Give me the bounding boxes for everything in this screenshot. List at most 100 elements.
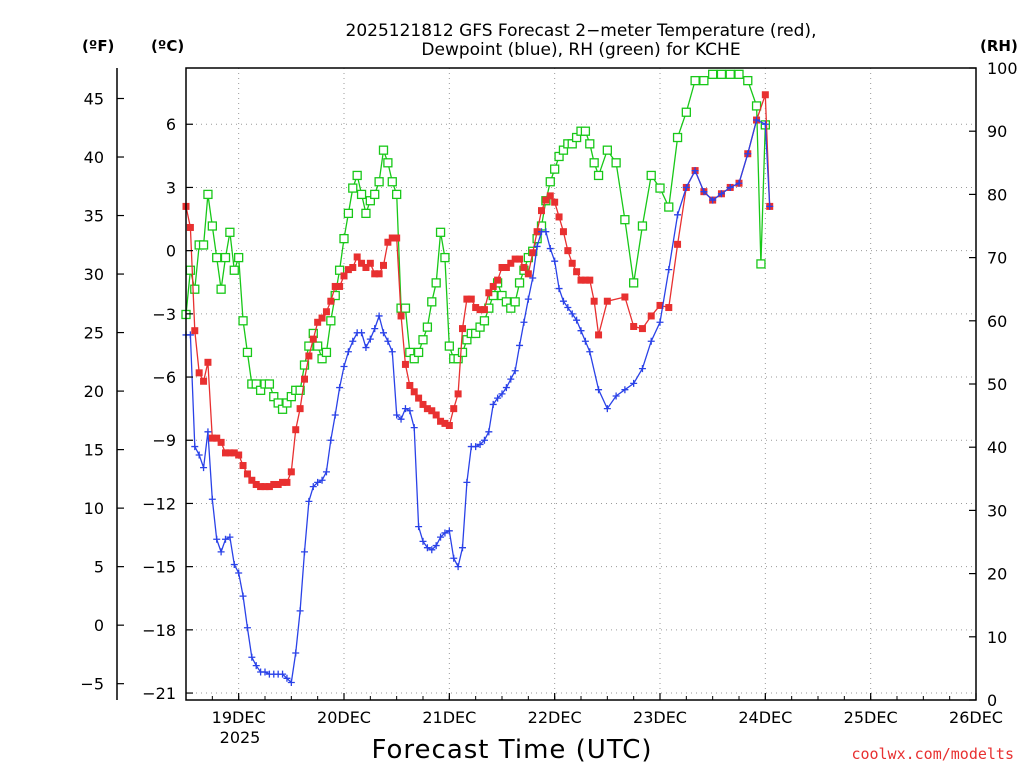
temperature-point [454,390,462,398]
temperature-point [761,91,769,99]
dewpoint-point [375,312,383,320]
relative-humidity-series [181,69,770,414]
dewpoint-point [498,390,506,398]
temperature-point [450,405,458,413]
relative-humidity-point [751,101,762,111]
temperature-point [577,276,585,284]
temperature-point [665,304,673,312]
temperature-point [538,207,545,215]
relative-humidity-point [611,158,621,168]
temperature-point [388,234,396,242]
rh-tick-label: 60 [987,312,1007,331]
relative-humidity-point [392,189,402,200]
dewpoint-point [647,337,655,345]
relative-humidity-point [585,139,595,149]
relative-humidity-point [225,227,235,237]
celsius-unit-label: (ºC) [151,37,184,55]
relative-humidity-point [545,177,555,187]
dewpoint-point [279,670,287,678]
temperature-point [353,253,361,261]
relative-humidity-point [387,177,397,187]
temperature-point [516,255,524,263]
temperature-point [274,480,282,488]
temperature-point [243,470,251,478]
temperature-point [419,400,427,408]
dewpoint-point [406,407,414,415]
temperature-point [200,377,208,385]
dewpoint-point [441,529,449,537]
relative-humidity-point [699,75,709,86]
temperature-point [559,228,567,236]
chart-title-line2: Dewpoint (blue), RH (green) for KCHE [421,40,740,60]
dewpoint-point [454,563,462,571]
x-tick-label: 21DEC [422,708,476,727]
temperature-point [375,270,383,278]
temperature-point [498,264,506,272]
temperature-point [314,318,322,326]
dewpoint-point [533,242,541,250]
x-tick-label: 20DEC [317,708,371,727]
relative-humidity-point [321,347,332,358]
temperature-point [595,331,603,339]
rh-tick-label: 70 [987,249,1007,268]
fahrenheit-tick-label: 45 [84,89,104,108]
dewpoint-point [581,337,589,345]
dewpoint-point [305,497,313,505]
dewpoint-point [393,411,401,419]
temperature-point [428,407,436,415]
temperature-point [257,483,265,491]
dewpoint-point [674,211,682,219]
dewpoint-point [437,533,445,541]
dewpoint-point [450,554,458,562]
relative-humidity-point [185,265,196,275]
relative-humidity-point [383,158,393,168]
temperature-point [568,259,576,267]
rh-tick-label: 50 [987,375,1007,394]
relative-humidity-point [620,215,630,225]
dewpoint-point [603,405,611,413]
relative-humidity-point [378,145,389,155]
temperature-point [529,249,537,257]
celsius-tick-label: −3 [152,305,176,324]
dewpoint-point [551,257,559,265]
dewpoint-point [638,365,646,373]
dewpoint-point [349,337,357,345]
dewpoint-point [502,384,510,392]
temperature-series [182,91,774,491]
temperature-point [318,314,326,322]
dewpoint-point [195,451,203,459]
fahrenheit-unit-label: (ºF) [82,37,114,55]
temperature-point [546,192,554,200]
dewpoint-point [507,375,515,383]
temperature-point [213,434,221,442]
temperature-point [502,264,510,272]
dewpoint-point [226,533,234,541]
temperature-point [186,223,194,231]
relative-humidity-point [229,265,239,275]
dewpoint-point [191,443,199,451]
dewpoint-point [700,188,708,196]
temperature-line [185,94,771,488]
fahrenheit-tick-label: 40 [84,148,104,167]
relative-humidity-point [203,189,213,200]
relative-humidity-point [734,69,744,79]
relative-humidity-point [580,126,591,136]
temperature-point [397,312,405,320]
celsius-tick-label: −21 [142,684,176,703]
dewpoint-point [336,384,344,392]
celsius-tick-label: −18 [142,621,176,640]
temperature-point [340,272,348,280]
relative-humidity-point [457,347,468,358]
relative-humidity-point [348,183,358,193]
dewpoint-point [612,392,620,400]
temperature-point [485,289,493,297]
dewpoint-point [327,436,335,444]
temperature-point [292,426,300,434]
temperature-point [195,369,203,377]
relative-humidity-point [352,170,362,181]
dewpoint-point [230,561,238,569]
dewpoint-point [401,405,409,413]
dewpoint-point [744,150,752,158]
temperature-point [603,297,611,305]
x-axis-title: Forecast Time (UTC) [371,735,652,765]
